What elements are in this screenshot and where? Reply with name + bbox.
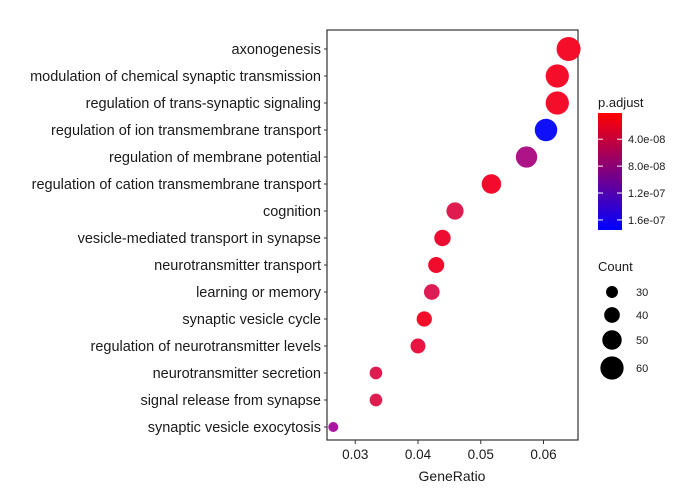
- x-tick-label: 0.04: [405, 447, 432, 462]
- category-label: neurotransmitter transport: [154, 258, 321, 274]
- x-tick-label: 0.06: [530, 447, 556, 462]
- data-point: [410, 338, 426, 354]
- size-legend-label: 40: [636, 310, 648, 322]
- color-bar: [598, 113, 622, 230]
- color-legend-title: p.adjust: [598, 95, 644, 110]
- category-label: cognition: [263, 204, 321, 220]
- data-point: [545, 91, 569, 115]
- category-label: vesicle-mediated transport in synapse: [78, 231, 321, 247]
- data-point: [369, 366, 383, 380]
- category-label: regulation of trans-synaptic signaling: [86, 96, 321, 112]
- size-legend-label: 60: [636, 363, 648, 375]
- x-axis-title: GeneRatio: [419, 468, 486, 484]
- plot-panel: [326, 29, 579, 441]
- data-point: [556, 37, 581, 61]
- x-tick-label: 0.05: [468, 447, 494, 462]
- category-label: signal release from synapse: [140, 393, 321, 409]
- size-legend-dot: [600, 356, 624, 380]
- color-tick-label: 1.6e-07: [628, 215, 665, 227]
- data-point: [416, 311, 432, 327]
- color-legend: p.adjust 4.0e-08 8.0e-08 1.2e-07 1.6e-07: [598, 95, 665, 230]
- category-label: synaptic vesicle exocytosis: [148, 420, 321, 436]
- category-label: neurotransmitter secretion: [153, 366, 321, 382]
- category-label: regulation of membrane potential: [109, 150, 321, 166]
- category-label: regulation of neurotransmitter levels: [90, 339, 321, 355]
- x-tick-label: 0.03: [342, 447, 368, 462]
- category-labels: axonogenesis modulation of chemical synap…: [30, 42, 327, 436]
- size-legend-label: 30: [636, 287, 648, 299]
- category-label: axonogenesis: [232, 42, 322, 58]
- size-legend-dot: [606, 286, 618, 298]
- data-point: [328, 422, 339, 432]
- color-tick-label: 1.2e-07: [628, 188, 665, 200]
- data-point: [515, 146, 538, 168]
- data-point: [428, 256, 445, 274]
- size-legend: Count 30 40 50 60: [598, 259, 648, 380]
- data-point: [534, 118, 558, 142]
- data-point: [481, 174, 502, 194]
- category-label: learning or memory: [196, 285, 322, 301]
- size-legend-title: Count: [598, 259, 633, 274]
- data-point: [434, 229, 451, 247]
- x-axis-ticks: 0.03 0.04 0.05 0.06: [342, 440, 557, 462]
- size-legend-items: 30 40 50 60: [600, 286, 648, 380]
- data-point: [423, 284, 440, 300]
- size-legend-dot: [602, 330, 622, 350]
- category-label: regulation of ion transmembrane transpor…: [51, 123, 321, 139]
- size-legend-dot: [604, 307, 620, 323]
- data-points: [328, 37, 581, 432]
- category-label: regulation of cation transmembrane trans…: [32, 177, 321, 193]
- data-point: [545, 64, 569, 88]
- color-tick-label: 4.0e-08: [628, 134, 665, 146]
- color-tick-label: 8.0e-08: [628, 161, 665, 173]
- size-legend-label: 50: [636, 335, 648, 347]
- color-legend-ticks: 4.0e-08 8.0e-08 1.2e-07 1.6e-07: [598, 134, 665, 227]
- data-point: [369, 393, 383, 407]
- data-point: [446, 202, 464, 220]
- category-label: synaptic vesicle cycle: [182, 312, 321, 328]
- category-label: modulation of chemical synaptic transmis…: [30, 69, 321, 85]
